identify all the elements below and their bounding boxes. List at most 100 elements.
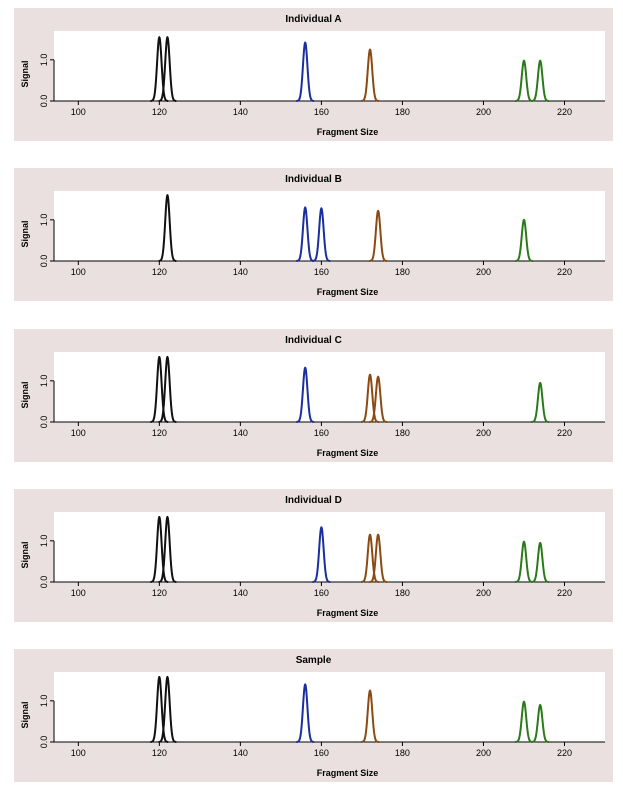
x-tick-label: 180 [395, 267, 410, 277]
plot-area [54, 31, 605, 101]
x-tick-label: 200 [476, 428, 491, 438]
peak-trace [530, 703, 550, 743]
y-tick-label: 1.0 [39, 695, 49, 708]
y-axis-label: Signal [20, 60, 30, 87]
x-tick-label: 140 [233, 267, 248, 277]
x-tick-label: 140 [233, 588, 248, 598]
x-tick-label: 180 [395, 588, 410, 598]
peak-trace [295, 41, 315, 102]
plot-area [54, 512, 605, 582]
x-tick-label: 120 [152, 267, 167, 277]
x-tick-label: 120 [152, 588, 167, 598]
chart-panel: Sample 100 120 140 160 180 200 220 0.0 1.0 Fragmen… [14, 649, 613, 782]
x-tick-label: 220 [557, 748, 572, 758]
x-tick-label: 220 [557, 588, 572, 598]
peak-trace [149, 675, 169, 743]
peak-trace [295, 366, 315, 423]
chart-panel: Individual D 100 120 140 160 180 200 220 0.0 1.0 F… [14, 489, 613, 622]
x-tick-label: 160 [314, 267, 329, 277]
x-tick-label: 160 [314, 428, 329, 438]
y-axis-label: Signal [20, 541, 30, 568]
chart-svg: Individual B 100 120 140 160 180 200 220 0.0 1.0 F… [20, 174, 605, 297]
x-tick-label: 100 [71, 588, 86, 598]
x-tick-label: 120 [152, 748, 167, 758]
peak-trace [311, 526, 331, 583]
x-tick-label: 160 [314, 107, 329, 117]
plot-area [54, 191, 605, 261]
chart-svg: Individual A 100 120 140 160 180 200 220 0.0 1.0 F… [20, 14, 605, 137]
x-axis-label: Fragment Size [317, 768, 379, 778]
y-tick-label: 0.0 [39, 576, 49, 589]
x-tick-label: 200 [476, 588, 491, 598]
y-tick-label: 0.0 [39, 736, 49, 749]
y-axis-label: Signal [20, 220, 30, 247]
peak-trace [514, 540, 534, 583]
x-tick-label: 140 [233, 107, 248, 117]
y-tick-label: 0.0 [39, 95, 49, 108]
peak-trace [368, 375, 388, 423]
x-tick-label: 120 [152, 107, 167, 117]
peak-trace [311, 207, 331, 262]
peak-trace [514, 59, 534, 102]
y-tick-label: 1.0 [39, 54, 49, 67]
peak-trace [530, 381, 550, 423]
x-axis-label: Fragment Size [317, 448, 379, 458]
y-tick-label: 1.0 [39, 375, 49, 388]
x-tick-label: 220 [557, 267, 572, 277]
chart-panel: Individual C 100 120 140 160 180 200 220 0.0 1.0 F… [14, 329, 613, 462]
x-tick-label: 200 [476, 107, 491, 117]
x-tick-label: 200 [476, 267, 491, 277]
peak-trace [514, 700, 534, 743]
peak-trace [295, 683, 315, 743]
x-tick-label: 160 [314, 588, 329, 598]
plot-area [54, 672, 605, 742]
peak-trace [157, 515, 177, 583]
y-tick-label: 1.0 [39, 535, 49, 548]
chart-title: Individual D [285, 495, 342, 506]
chart-svg: Sample 100 120 140 160 180 200 220 0.0 1.0 Fragmen… [20, 655, 605, 778]
peak-trace [295, 206, 315, 262]
x-tick-label: 180 [395, 748, 410, 758]
x-tick-label: 180 [395, 428, 410, 438]
x-tick-label: 160 [314, 748, 329, 758]
peak-trace [157, 194, 177, 262]
x-tick-label: 220 [557, 107, 572, 117]
chart-panel: Individual B 100 120 140 160 180 200 220 0.0 1.0 F… [14, 168, 613, 301]
y-axis-label: Signal [20, 381, 30, 408]
peak-trace [360, 533, 380, 583]
peak-trace [149, 515, 169, 583]
y-axis-label: Signal [20, 701, 30, 728]
x-tick-label: 100 [71, 428, 86, 438]
peak-trace [360, 373, 380, 423]
peak-trace [360, 689, 380, 743]
peak-trace [360, 48, 380, 102]
x-tick-label: 100 [71, 267, 86, 277]
x-tick-label: 180 [395, 107, 410, 117]
x-tick-label: 220 [557, 428, 572, 438]
peak-trace [368, 533, 388, 583]
x-tick-label: 100 [71, 107, 86, 117]
chart-svg: Individual C 100 120 140 160 180 200 220 0.0 1.0 F… [20, 335, 605, 458]
x-tick-label: 140 [233, 428, 248, 438]
peak-trace [530, 59, 550, 102]
peak-trace [157, 675, 177, 743]
x-tick-label: 120 [152, 428, 167, 438]
peak-trace [149, 36, 169, 102]
peak-trace [530, 541, 550, 583]
x-tick-label: 100 [71, 748, 86, 758]
peak-trace [514, 218, 534, 262]
chart-title: Individual C [285, 335, 342, 346]
x-tick-label: 200 [476, 748, 491, 758]
peak-trace [149, 355, 169, 423]
chart-panel: Individual A 100 120 140 160 180 200 220 0.0 1.0 F… [14, 8, 613, 141]
chart-title: Individual B [285, 174, 342, 185]
plot-area [54, 352, 605, 422]
y-tick-label: 0.0 [39, 416, 49, 429]
y-tick-label: 1.0 [39, 214, 49, 227]
x-axis-label: Fragment Size [317, 287, 379, 297]
peak-trace [157, 355, 177, 423]
peak-trace [157, 36, 177, 102]
chart-title: Sample [296, 655, 332, 666]
chart-title: Individual A [285, 14, 341, 25]
y-tick-label: 0.0 [39, 255, 49, 268]
